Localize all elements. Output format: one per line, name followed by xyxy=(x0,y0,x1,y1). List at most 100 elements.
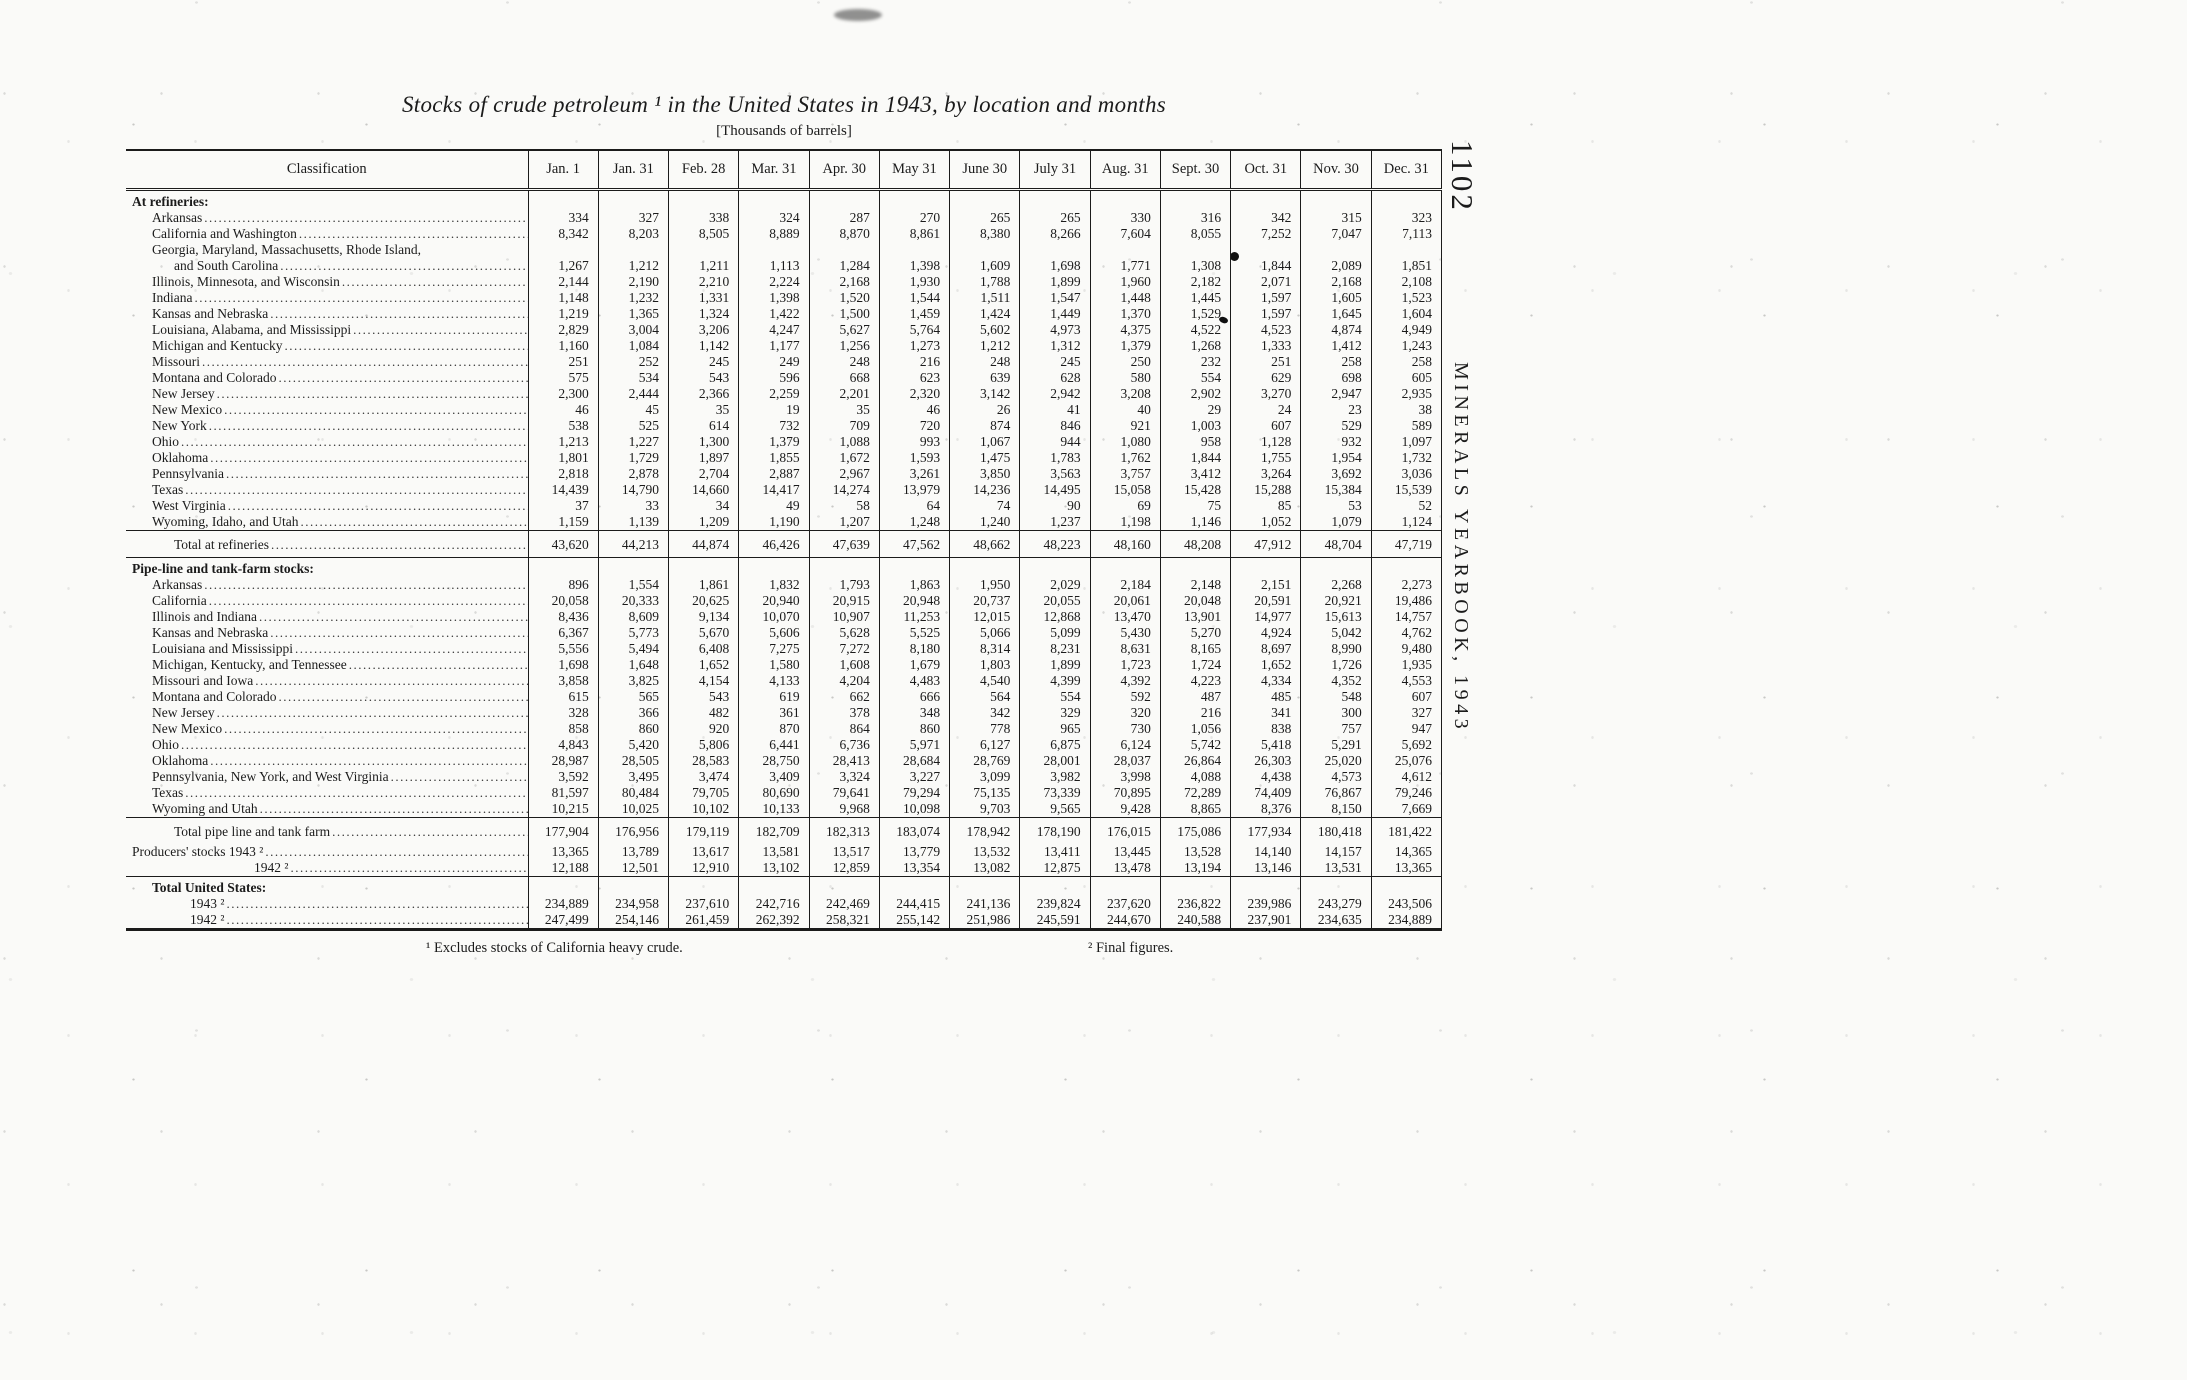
value-cell: 9,480 xyxy=(1370,641,1443,657)
table-row: Missouri and Iowa3,8583,8254,1544,1334,2… xyxy=(126,673,1443,689)
value-cell: 13,082 xyxy=(949,860,1020,877)
value-cell: 176,956 xyxy=(597,817,669,844)
table-row: Arkansas8961,5541,8611,8321,7931,8631,95… xyxy=(126,577,1443,593)
value-cell: 13,528 xyxy=(1159,844,1231,860)
value-cell: 338 xyxy=(668,210,739,226)
value-cell: 1,113 xyxy=(738,242,810,274)
value-cell: 1,593 xyxy=(878,450,950,466)
value-cell: 1,308 xyxy=(1159,242,1231,274)
value-cell: 4,874 xyxy=(1300,322,1372,338)
value-cell: 178,190 xyxy=(1019,817,1091,844)
dot-leader xyxy=(270,625,527,641)
row-label: Illinois, Minnesota, and Wisconsin xyxy=(126,274,528,290)
value-cell: 1,544 xyxy=(878,290,950,306)
value-cell: 28,750 xyxy=(738,753,810,769)
value-cell: 529 xyxy=(1300,418,1372,434)
value-cell: 242,716 xyxy=(738,896,810,912)
value-cell: 2,704 xyxy=(668,466,739,482)
value-cell: 5,418 xyxy=(1230,737,1301,753)
value-cell: 639 xyxy=(949,370,1020,386)
value-cell: 245,591 xyxy=(1019,912,1091,931)
value-cell: 251 xyxy=(527,354,599,370)
value-cell: 1,755 xyxy=(1230,450,1301,466)
value-cell: 232 xyxy=(1159,354,1231,370)
dot-leader xyxy=(226,466,528,482)
dot-leader xyxy=(210,450,527,466)
value-cell xyxy=(878,189,950,210)
value-cell: 15,539 xyxy=(1370,482,1443,498)
value-cell: 860 xyxy=(597,721,669,737)
value-cell: 1,930 xyxy=(878,274,950,290)
value-cell: 2,268 xyxy=(1300,577,1372,593)
column-header-month: Dec. 31 xyxy=(1370,149,1443,191)
table-row: Texas14,43914,79014,66014,41714,27413,97… xyxy=(126,482,1443,498)
value-cell: 1,832 xyxy=(738,577,810,593)
value-cell: 46,426 xyxy=(738,530,810,558)
value-cell: 13,517 xyxy=(808,844,880,860)
value-cell: 254,146 xyxy=(597,912,669,931)
value-cell: 37 xyxy=(527,498,599,514)
value-cell: 10,098 xyxy=(878,801,950,818)
value-cell: 7,047 xyxy=(1300,226,1372,242)
value-cell: 1,698 xyxy=(1019,242,1091,274)
value-cell: 324 xyxy=(738,210,810,226)
table-row: Montana and Colorado57553454359666862363… xyxy=(126,370,1443,386)
value-cell: 607 xyxy=(1230,418,1301,434)
value-cell: 182,709 xyxy=(738,817,810,844)
value-cell: 538 xyxy=(527,418,599,434)
column-header-month: Aug. 31 xyxy=(1089,149,1161,191)
value-cell: 7,604 xyxy=(1089,226,1161,242)
value-cell: 237,901 xyxy=(1230,912,1301,931)
value-cell: 80,484 xyxy=(597,785,669,801)
value-cell: 14,439 xyxy=(527,482,599,498)
dot-leader xyxy=(278,370,527,386)
value-cell: 1,273 xyxy=(878,338,950,354)
value-cell: 1,580 xyxy=(738,657,810,673)
value-cell: 19,486 xyxy=(1370,593,1443,609)
value-cell: 2,887 xyxy=(738,466,810,482)
value-cell xyxy=(527,557,599,577)
value-cell: 5,602 xyxy=(949,322,1020,338)
row-label: Arkansas xyxy=(126,210,528,226)
value-cell: 1,146 xyxy=(1159,514,1231,531)
value-cell: 248 xyxy=(949,354,1020,370)
value-cell xyxy=(597,557,669,577)
value-cell: 237,620 xyxy=(1089,896,1161,912)
value-cell: 5,628 xyxy=(808,625,880,641)
table-row: Wyoming, Idaho, and Utah1,1591,1391,2091… xyxy=(126,514,1443,531)
dot-leader xyxy=(209,593,528,609)
value-cell: 327 xyxy=(597,210,669,226)
value-cell: 1,190 xyxy=(738,514,810,531)
column-header-classification: Classification xyxy=(126,149,528,191)
value-cell: 3,270 xyxy=(1230,386,1301,402)
value-cell xyxy=(527,189,599,210)
value-cell: 25,076 xyxy=(1370,753,1443,769)
value-cell xyxy=(949,189,1020,210)
value-cell: 1,448 xyxy=(1089,290,1161,306)
value-cell: 81,597 xyxy=(527,785,599,801)
value-cell: 20,948 xyxy=(878,593,950,609)
dot-leader xyxy=(185,482,527,498)
row-label: New Jersey xyxy=(126,386,528,402)
row-label: Pennsylvania xyxy=(126,466,528,482)
table-row: New Jersey328366482361378348342329320216… xyxy=(126,705,1443,721)
value-cell: 9,565 xyxy=(1019,801,1091,818)
value-cell: 9,134 xyxy=(668,609,739,625)
value-cell: 6,367 xyxy=(527,625,599,641)
value-cell xyxy=(738,189,810,210)
value-cell: 7,252 xyxy=(1230,226,1301,242)
value-cell: 1,732 xyxy=(1370,450,1443,466)
value-cell: 13,979 xyxy=(878,482,950,498)
value-cell: 2,444 xyxy=(597,386,669,402)
value-cell: 1,511 xyxy=(949,290,1020,306)
row-label: Producers' stocks 1943 ² xyxy=(126,844,528,860)
dot-leader xyxy=(224,721,527,737)
value-cell: 1,237 xyxy=(1019,514,1091,531)
row-label: Michigan and Kentucky xyxy=(126,338,528,354)
value-cell: 6,124 xyxy=(1089,737,1161,753)
row-label: Texas xyxy=(126,482,528,498)
value-cell: 3,998 xyxy=(1089,769,1161,785)
column-header-month: Jan. 1 xyxy=(527,149,599,191)
value-cell: 1,219 xyxy=(527,306,599,322)
value-cell: 2,300 xyxy=(527,386,599,402)
